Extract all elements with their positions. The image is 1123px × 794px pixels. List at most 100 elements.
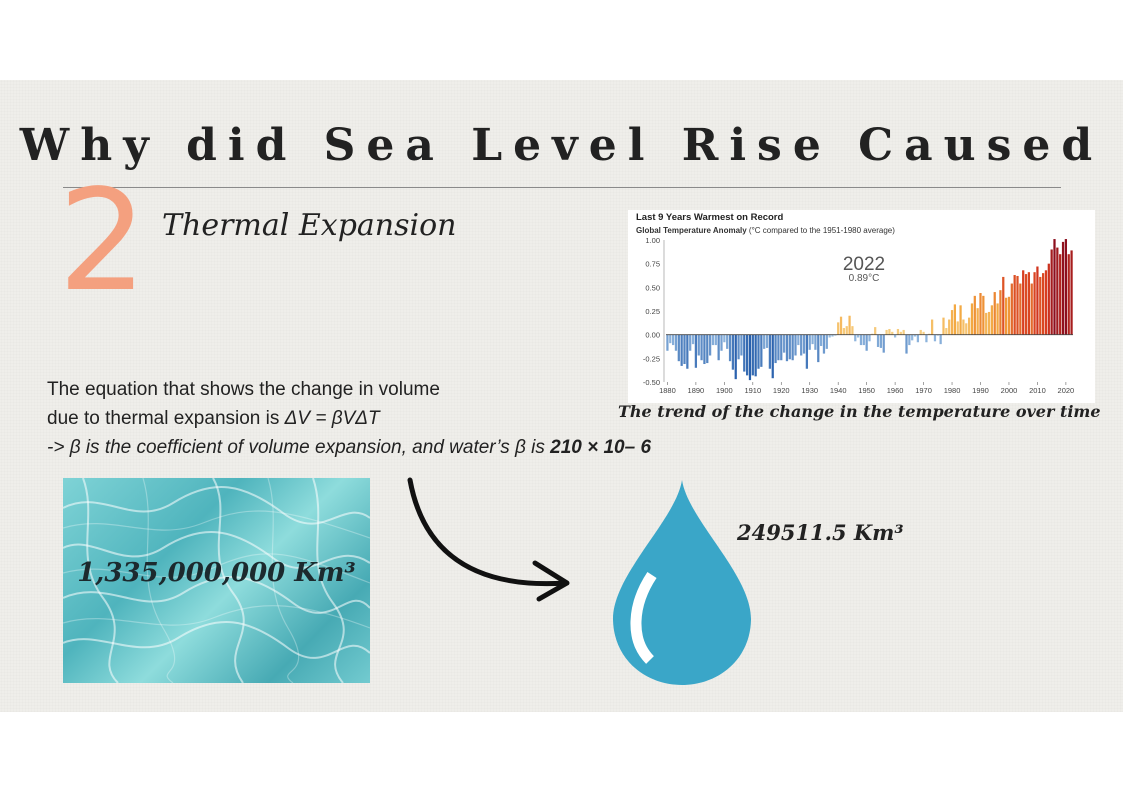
bar-1947 (856, 334, 860, 338)
slide-title: Why did Sea Level Rise Caused (19, 120, 1104, 171)
bar-1928 (802, 334, 806, 354)
bar-1983 (959, 305, 962, 335)
x-tick-label: 2000 (1001, 386, 1018, 395)
x-tick-label: 1970 (915, 386, 932, 395)
equation-formula: ΔV = βVΔT (284, 408, 380, 429)
bar-1919 (777, 334, 780, 361)
bar-1960 (893, 334, 897, 338)
bar-1936 (825, 334, 828, 349)
bar-1911 (754, 334, 757, 377)
bar-1973 (930, 319, 934, 335)
bar-1977 (942, 317, 945, 335)
bar-1990 (979, 293, 982, 335)
bar-1896 (711, 334, 715, 346)
temperature-chart: Last 9 Years Warmest on Record Global Te… (628, 210, 1095, 403)
bar-2013 (1044, 270, 1048, 335)
bar-1932 (814, 334, 817, 350)
bar-1955 (879, 334, 883, 348)
bar-1913 (760, 334, 763, 367)
x-tick-label: 2010 (1029, 386, 1046, 395)
bar-2012 (1041, 273, 1045, 335)
bar-1926 (797, 334, 800, 346)
bar-1894 (706, 334, 709, 364)
bar-1907 (743, 334, 746, 372)
bar-2019 (1061, 241, 1065, 335)
x-tick-label: 1960 (887, 386, 904, 395)
chart-subtitle-rest: (°C compared to the 1951-1980 average) (747, 226, 896, 235)
title-divider (63, 187, 1061, 188)
bar-1937 (828, 334, 831, 338)
bar-1904 (734, 334, 737, 380)
equation-line-1: The equation that shows the change in vo… (47, 379, 440, 400)
bar-1889 (691, 334, 695, 345)
bar-1942 (842, 328, 846, 335)
bar-1905 (737, 334, 740, 360)
bar-1993 (987, 311, 991, 335)
bar-1992 (985, 312, 988, 335)
bar-1980 (950, 310, 954, 335)
bar-1923 (788, 334, 791, 360)
equation-text: The equation that shows the change in vo… (47, 375, 651, 462)
bar-1895 (708, 334, 712, 356)
bar-1888 (689, 334, 692, 351)
bar-1976 (939, 334, 942, 345)
bar-1917 (771, 334, 774, 379)
bar-1915 (765, 334, 769, 348)
bar-1986 (967, 317, 971, 335)
bar-2006 (1024, 274, 1028, 335)
x-tick-label: 1950 (858, 386, 875, 395)
bar-1995 (993, 292, 996, 335)
bar-1996 (996, 303, 999, 335)
beta-value: 210 × 10– 6 (550, 437, 652, 458)
bar-1966 (911, 334, 914, 341)
bar-1910 (751, 334, 754, 376)
bar-1898 (717, 334, 720, 361)
y-tick-label: 0.25 (645, 307, 660, 316)
bar-2004 (1019, 283, 1022, 335)
bar-1985 (965, 323, 968, 335)
bar-1963 (902, 329, 905, 335)
bar-1935 (822, 334, 826, 354)
bar-1881 (669, 334, 672, 344)
bar-2001 (1010, 283, 1013, 335)
x-tick-label: 1990 (972, 386, 989, 395)
y-tick-label: -0.50 (643, 378, 660, 387)
bar-1972 (928, 333, 931, 335)
bar-1887 (686, 334, 689, 369)
highlight-year: 2022 (843, 254, 885, 275)
y-tick-label: 1.00 (645, 236, 660, 245)
bar-1953 (874, 327, 877, 335)
bar-1950 (865, 334, 868, 351)
bar-1884 (677, 334, 680, 362)
bar-1949 (862, 334, 865, 346)
bar-1883 (674, 334, 678, 351)
bar-1944 (848, 315, 851, 335)
bar-1999 (1004, 297, 1008, 335)
bar-2018 (1059, 254, 1062, 335)
y-axis: -0.50 -0.25 0.00 0.25 0.50 0.75 1.00 (643, 236, 665, 387)
bar-1906 (740, 334, 743, 356)
bar-1882 (671, 334, 675, 346)
bar-2022 (1070, 250, 1073, 335)
bar-2003 (1016, 275, 1019, 335)
bar-1903 (731, 334, 735, 370)
section-number: 2 (58, 160, 148, 323)
bar-1991 (982, 295, 985, 335)
bar-1916 (768, 334, 772, 369)
y-tick-label: 0.75 (645, 260, 660, 269)
bar-1921 (782, 334, 786, 353)
bar-2020 (1064, 239, 1068, 335)
bar-1938 (831, 334, 834, 337)
bar-1893 (703, 334, 706, 365)
bar-2008 (1030, 283, 1033, 335)
temperature-chart-svg: Last 9 Years Warmest on Record Global Te… (636, 212, 1074, 395)
slide: Why did Sea Level Rise Caused 2 Thermal … (0, 80, 1123, 712)
bar-2015 (1050, 249, 1053, 335)
chart-caption: The trend of the change in the temperatu… (618, 402, 1101, 421)
bar-1880 (666, 334, 669, 351)
y-tick-label: -0.25 (643, 354, 660, 363)
bar-1900 (723, 334, 726, 343)
y-tick-label: 0.50 (645, 283, 660, 292)
x-tick-label: 1980 (944, 386, 961, 395)
bar-1892 (700, 334, 703, 361)
